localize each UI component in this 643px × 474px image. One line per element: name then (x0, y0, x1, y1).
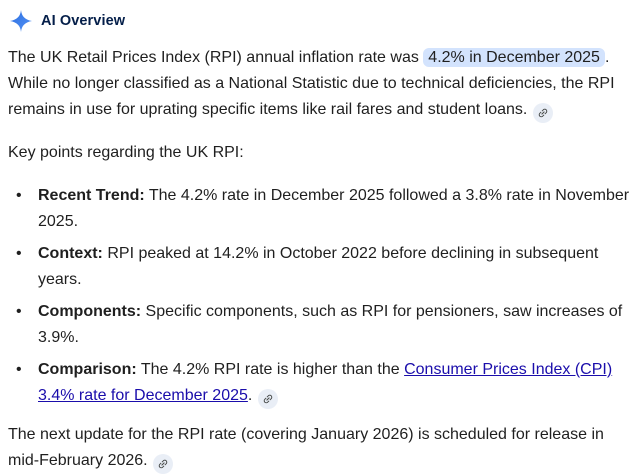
list-item-components: Components: Specific components, such as… (16, 299, 643, 351)
list-item-comparison: Comparison: The 4.2% RPI rate is higher … (16, 357, 643, 409)
list-item-recent-trend: Recent Trend: The 4.2% rate in December … (16, 183, 643, 235)
ai-overview-title: AI Overview (41, 13, 126, 29)
ai-overview-header: AI Overview (10, 9, 643, 33)
source-link-icon[interactable] (153, 454, 174, 474)
source-link-icon[interactable] (257, 389, 278, 409)
key-points-label: Key points regarding the UK RPI: (8, 144, 244, 161)
highlighted-snippet[interactable]: 4.2% in December 2025 (423, 48, 605, 67)
outro-paragraph: The next update for the RPI rate (coveri… (8, 422, 643, 474)
ai-sparkle-icon (10, 10, 32, 32)
key-points-list: Recent Trend: The 4.2% rate in December … (8, 183, 643, 409)
source-link-icon[interactable] (532, 103, 553, 123)
intro-paragraph: The UK Retail Prices Index (RPI) annual … (8, 45, 643, 123)
list-item-context: Context: RPI peaked at 14.2% in October … (16, 241, 643, 293)
cpi-rate-link[interactable]: Consumer Prices Index (CPI) 3.4% rate fo… (38, 361, 613, 404)
